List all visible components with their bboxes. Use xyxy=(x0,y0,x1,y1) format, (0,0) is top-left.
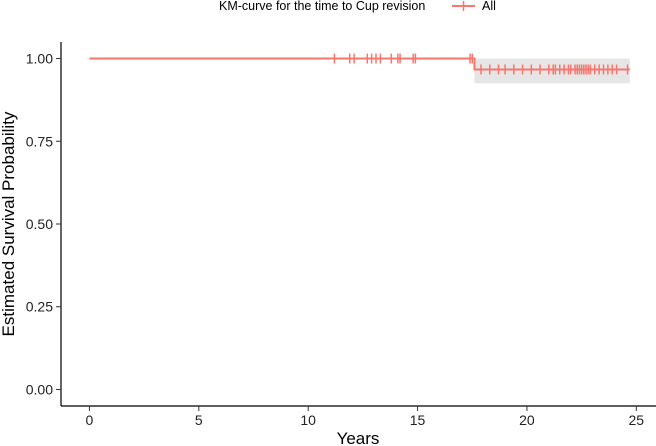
y-tick-label: 0.00 xyxy=(26,381,53,397)
y-axis-title: Estimated Survival Probability xyxy=(0,111,18,336)
y-tick-label: 0.25 xyxy=(26,299,53,315)
x-tick-label: 15 xyxy=(410,412,426,428)
y-axis-ticks: 0.00 0.25 0.50 0.75 1.00 xyxy=(26,51,61,397)
x-axis-title: Years xyxy=(337,429,380,446)
survival-curve xyxy=(89,57,630,71)
y-tick-label: 0.50 xyxy=(26,216,53,232)
x-tick-label: 10 xyxy=(300,412,316,428)
x-tick-label: 5 xyxy=(195,412,203,428)
survival-curve-layer xyxy=(89,57,630,71)
legend-title: KM-curve for the time to Cup revision xyxy=(219,0,425,13)
x-tick-label: 25 xyxy=(629,412,645,428)
y-tick-label: 1.00 xyxy=(26,51,53,67)
legend-entry-all: All xyxy=(482,0,496,13)
y-tick-label: 0.75 xyxy=(26,133,53,149)
legend: KM-curve for the time to Cup revision Al… xyxy=(219,0,496,13)
confidence-band-layer xyxy=(474,58,630,84)
x-tick-label: 20 xyxy=(519,412,535,428)
x-tick-label: 0 xyxy=(86,412,94,428)
confidence-band xyxy=(474,58,630,84)
x-axis-ticks: 0 5 10 15 20 25 xyxy=(86,406,645,428)
censor-marks-layer xyxy=(333,53,629,75)
